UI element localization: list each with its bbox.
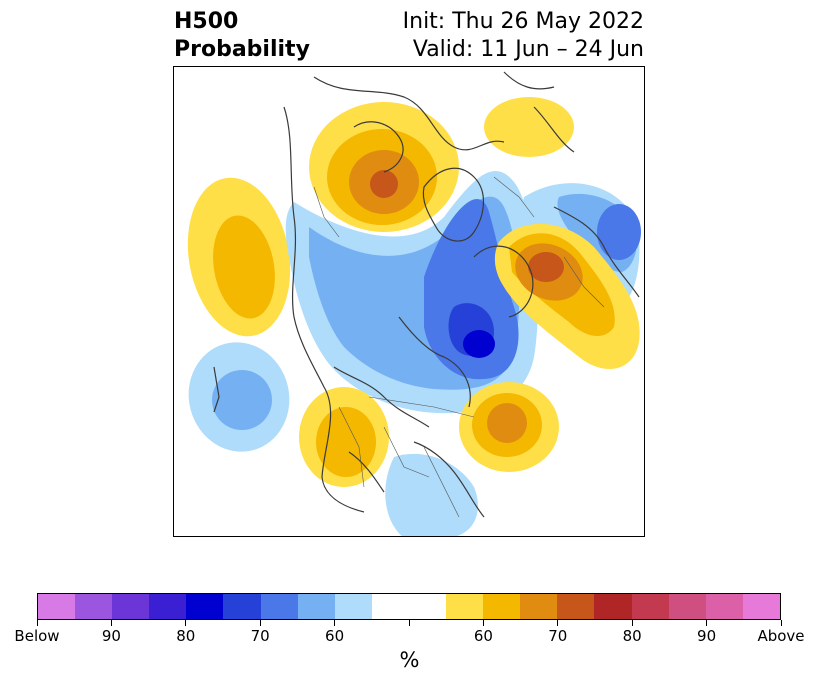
coastlines [213,71,640,518]
colorbar-swatch [38,594,76,619]
colorbar-tick-label: 60 [473,627,493,645]
colorbar-swatch [223,594,261,619]
colorbar-tick [780,620,782,626]
colorbar-swatch [371,594,409,619]
colorbar-swatch [112,594,150,619]
colorbar-swatch [483,594,521,619]
anomaly-above-northwest-atlantic [459,382,559,472]
colorbar-swatch [186,594,224,619]
colorbar-tick-label: Below [14,627,60,645]
colorbar-tick [334,620,336,626]
colorbar-swatch [742,594,780,619]
map-canvas [187,71,641,536]
colorbar-tick [631,620,633,626]
colorbar-tick [259,620,261,626]
init-date: Init: Thu 26 May 2022 [402,9,644,34]
colorbar-swatch [334,594,372,619]
colorbar-swatch [668,594,706,619]
colorbar-tick-label: Above [757,627,805,645]
anomaly-above-north-pacific [187,177,291,337]
anomaly-below-northeast-pacific [188,342,290,452]
colorbar-tick-label: 70 [548,627,568,645]
colorbar-swatch [446,594,484,619]
colorbar-swatch [297,594,335,619]
colorbar-tick [706,620,708,626]
colorbar-swatch [631,594,669,619]
colorbar-tick-label: 90 [101,627,121,645]
colorbar-swatch [149,594,187,619]
colorbar-tick-label: 70 [250,627,270,645]
colorbar-tick [110,620,112,626]
colorbar-tick-label: 80 [176,627,196,645]
colorbar [37,593,781,620]
colorbar-swatch [557,594,595,619]
colorbar-tick-label: 60 [325,627,345,645]
probability-map [173,66,645,537]
colorbar-units: % [399,648,420,672]
anomaly-below-southeast-us [385,453,478,536]
colorbar-tick [185,620,187,626]
colorbar-swatch [408,594,447,619]
anomaly-above-scandinavia [494,223,640,369]
colorbar-swatch [594,594,632,619]
colorbar-tick [482,620,484,626]
colorbar-tick-label: 80 [622,627,642,645]
colorbar-tick [408,620,410,626]
anomaly-above-central-canada [309,102,459,232]
colorbar-tick-label: 90 [697,627,717,645]
colorbar-tick [557,620,559,626]
colorbar-swatch [705,594,743,619]
colorbar-tick [36,620,38,626]
colorbar-swatch [520,594,558,619]
map-title: H500 Probability [174,8,310,64]
anomaly-above-western-us [299,387,389,487]
anomaly-above-northern-russia [484,97,574,157]
political-boundaries [313,176,605,518]
map-dates: Init: Thu 26 May 2022 Valid: 11 Jun – 24… [403,8,644,64]
title-variable: H500 [174,9,239,34]
title-field: Probability [174,37,310,62]
colorbar-swatch [75,594,113,619]
colorbar-swatch [260,594,298,619]
valid-range: Valid: 11 Jun – 24 Jun [412,37,644,62]
